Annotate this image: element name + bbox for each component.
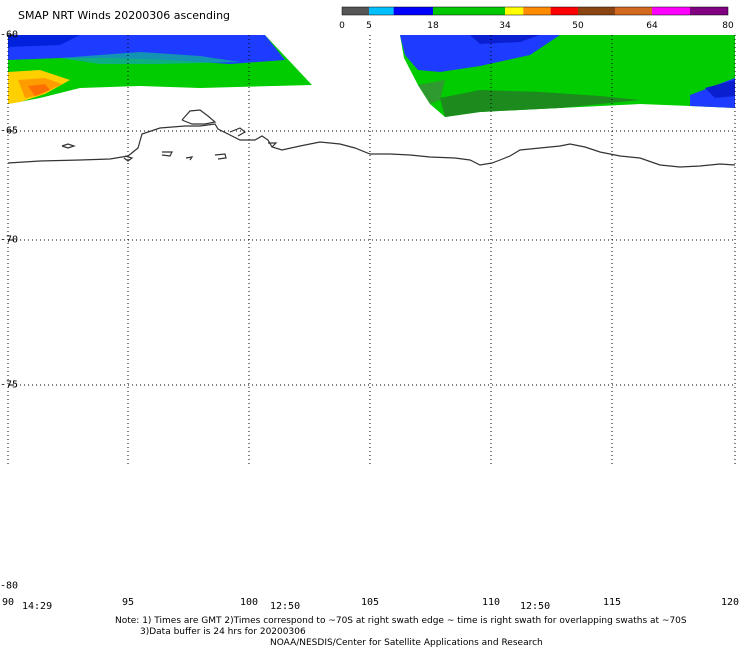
lat-label-70: -70 bbox=[0, 234, 19, 246]
map-title: SMAP NRT Winds 20200306 ascending bbox=[18, 9, 231, 22]
lat-label-80: -80 bbox=[0, 580, 19, 592]
colorbar-tick-label: 34 bbox=[499, 21, 511, 31]
colorbar-segment bbox=[369, 7, 394, 15]
colorbar-tick-label: 0 bbox=[339, 21, 345, 31]
wind-swath-left bbox=[8, 35, 312, 104]
colorbar-segment bbox=[550, 7, 578, 15]
colorbar-segment bbox=[523, 7, 551, 15]
note-line-2: 3)Data buffer is 24 hrs for 20200306 bbox=[140, 627, 306, 637]
note-line-3: NOAA/NESDIS/Center for Satellite Applica… bbox=[270, 638, 543, 648]
colorbar-segment bbox=[505, 7, 524, 15]
lat-label-65: -65 bbox=[0, 125, 19, 137]
lon-label-90: 90 bbox=[1, 597, 15, 608]
colorbar bbox=[341, 6, 729, 16]
swath-time-1: 14:29 bbox=[22, 601, 53, 612]
colorbar-segment bbox=[578, 7, 615, 15]
colorbar-tick-label: 80 bbox=[722, 21, 734, 31]
note-line-1: Note: 1) Times are GMT 2)Times correspon… bbox=[115, 616, 687, 626]
colorbar-segment bbox=[393, 7, 433, 15]
colorbar-tick-label: 5 bbox=[366, 21, 372, 31]
wind-swath-right bbox=[400, 35, 735, 117]
swath-time-2: 12:50 bbox=[270, 601, 301, 612]
colorbar-border bbox=[341, 6, 729, 16]
lon-label-100: 100 bbox=[239, 597, 259, 608]
lon-label-110: 110 bbox=[481, 597, 501, 608]
colorbar-segment bbox=[342, 7, 369, 15]
colorbar-segment bbox=[433, 7, 505, 15]
lon-label-95: 95 bbox=[121, 597, 135, 608]
colorbar-tick-label: 18 bbox=[427, 21, 439, 31]
lon-label-120: 120 bbox=[720, 597, 740, 608]
swath-time-3: 12:50 bbox=[520, 601, 551, 612]
lat-label-60: -60 bbox=[0, 29, 19, 41]
antarctic-coastline bbox=[7, 109, 736, 168]
lon-label-115: 115 bbox=[602, 597, 622, 608]
colorbar-tick-label: 64 bbox=[646, 21, 658, 31]
lat-label-75: -75 bbox=[0, 379, 19, 391]
colorbar-segment bbox=[652, 7, 690, 15]
lon-label-105: 105 bbox=[360, 597, 380, 608]
colorbar-segment bbox=[615, 7, 652, 15]
colorbar-segment bbox=[690, 7, 728, 15]
axis-ticks bbox=[8, 34, 14, 386]
colorbar-tick-label: 50 bbox=[572, 21, 584, 31]
